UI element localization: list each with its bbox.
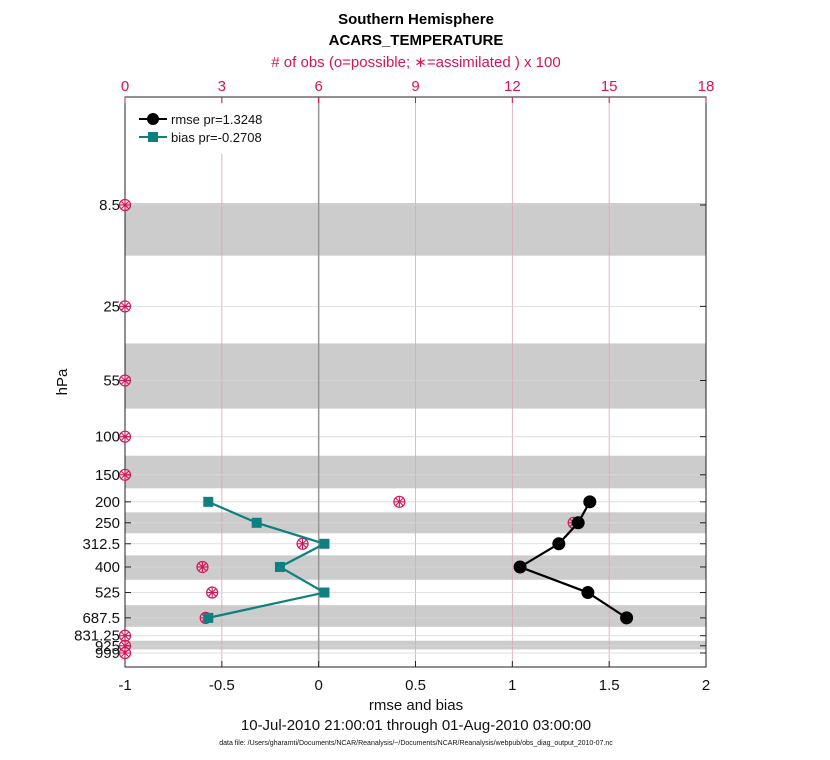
y-tick-label: 250 — [95, 515, 120, 532]
x-tick-label: 0.5 — [405, 677, 426, 694]
obs-assimilated-marker — [297, 538, 308, 549]
obs-assimilated-marker — [120, 469, 130, 480]
y-tick-label: 100 — [95, 429, 120, 446]
obs-assimilated-marker — [120, 301, 130, 312]
legend-box — [132, 104, 282, 154]
x-tick-label: 0 — [314, 677, 322, 694]
rmse-point — [571, 516, 585, 530]
chart-subtitle: ACARS_TEMPERATURE — [329, 32, 504, 49]
rmse-point — [581, 586, 595, 600]
y-tick-label: 525 — [95, 585, 120, 602]
x-tick-label: 2 — [702, 677, 710, 694]
y-tick-label: 831.25 — [74, 628, 120, 645]
obs-possible-marker — [296, 537, 309, 550]
legend-rmse-marker — [147, 113, 159, 125]
rmse-point — [552, 537, 566, 551]
y-tick-label: 687.5 — [82, 610, 120, 627]
obs-possible-marker — [393, 495, 406, 508]
legend-bias-label: bias pr=-0.2708 — [171, 130, 262, 145]
obs-possible-marker — [206, 586, 219, 599]
obs-assimilated-marker — [120, 200, 130, 210]
top-tick-label: 18 — [698, 78, 715, 95]
top-tick-label: 0 — [121, 78, 129, 95]
y-tick-label: 55 — [103, 372, 120, 389]
bias-point — [203, 612, 214, 623]
top-tick-label: 12 — [504, 78, 521, 95]
obs-possible-marker — [118, 374, 132, 387]
obs-assimilated-marker — [394, 496, 405, 507]
y-tick-label: 8.5 — [99, 197, 120, 214]
y-tick-label: 400 — [95, 559, 120, 576]
bias-point — [319, 587, 330, 598]
axis-ticks: -1 -0.5 0 0.5 1 1.5 2 0 3 6 9 12 15 18 8.5 25 55 100 150 20… — [74, 78, 714, 694]
legend-rmse-label: rmse pr=1.3248 — [171, 112, 262, 127]
y-axis-label: hPa — [54, 368, 71, 395]
x-tick-label: -1 — [118, 677, 131, 694]
x-tick-label: 1 — [508, 677, 516, 694]
x-tick-label: 1.5 — [599, 677, 620, 694]
data-series — [203, 495, 634, 625]
data-file-footnote: data file: /Users/gharamti/Documents/NCA… — [219, 740, 613, 747]
obs-assimilated-marker — [120, 630, 130, 641]
obs-possible-marker — [118, 430, 132, 443]
obs-assimilated-marker — [197, 561, 208, 572]
y-tick-label: 999 — [95, 645, 120, 662]
top-tick-label: 6 — [314, 78, 322, 95]
rmse-point — [513, 560, 527, 574]
obs-assimilated-marker — [120, 375, 130, 386]
obs-assimilated-marker — [120, 648, 130, 658]
bias-point — [319, 538, 330, 549]
obs-possible-marker — [196, 560, 209, 574]
bias-point — [274, 561, 285, 572]
series-line — [207, 500, 328, 619]
y-tick-label: 150 — [95, 467, 120, 484]
top-tick-label: 15 — [601, 78, 618, 95]
x-axis-label: rmse and bias — [369, 697, 463, 714]
obs-assimilated-marker — [120, 431, 130, 442]
y-tick-label: 312.5 — [82, 536, 120, 553]
bias-point — [251, 517, 262, 528]
date-range-label: 10-Jul-2010 21:00:01 through 01-Aug-2010… — [241, 717, 591, 734]
obs-markers — [118, 198, 580, 660]
obs-possible-marker — [118, 468, 132, 481]
rmse-point — [583, 495, 597, 509]
top-tick-label: 9 — [411, 78, 419, 95]
legend: rmse pr=1.3248 bias pr=-0.2708 — [132, 104, 282, 154]
obs-possible-marker — [118, 198, 132, 212]
y-tick-label: 925 — [95, 638, 120, 655]
top-tick-label: 3 — [218, 78, 226, 95]
x-tick-label: -0.5 — [209, 677, 235, 694]
y-tick-label: 25 — [103, 298, 120, 315]
y-tick-label: 200 — [95, 494, 120, 511]
bias-point — [203, 496, 214, 507]
obs-possible-marker — [118, 300, 132, 313]
chart-title: Southern Hemisphere — [338, 11, 494, 28]
obs-assimilated-marker — [207, 587, 218, 598]
rmse-point — [620, 611, 634, 625]
top-axis-label: # of obs (o=possible; ∗=assimilated ) x … — [271, 54, 560, 71]
obs-possible-marker — [118, 646, 132, 660]
legend-bias-marker — [148, 132, 158, 142]
